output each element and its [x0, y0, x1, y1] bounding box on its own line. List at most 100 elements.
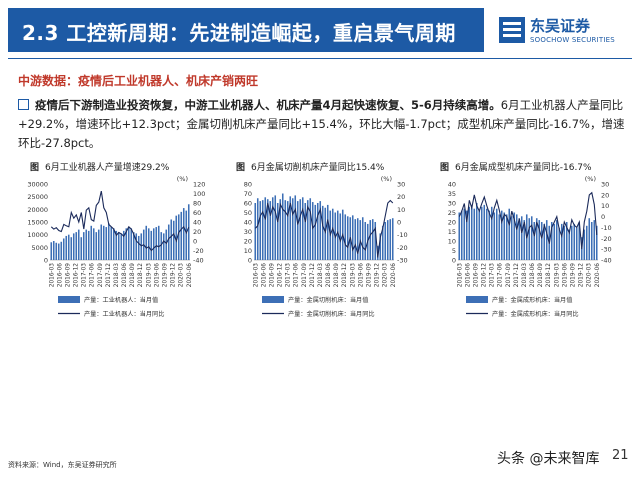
left-tick-label: 10: [244, 247, 252, 255]
bar: [545, 220, 548, 260]
x-tick-label: 2016-09: [269, 263, 275, 288]
logo-text-cn: 东吴证券: [530, 17, 591, 35]
watermark: 头条 @未来智库: [497, 451, 600, 467]
section-subheading: 中游数据：疫情后工业机器人、机床产销两旺: [18, 74, 259, 88]
right-tick-label: 20: [601, 191, 609, 199]
bar: [391, 218, 394, 260]
bar: [87, 230, 90, 260]
bar: [530, 216, 533, 260]
bar: [264, 197, 267, 260]
x-tick-label: 2019-12: [375, 263, 381, 288]
bar: [369, 220, 372, 260]
x-tick-label: 2018-03: [522, 263, 528, 288]
bar: [97, 229, 100, 260]
x-tick-label: 2016-03: [457, 263, 463, 288]
bar: [354, 219, 357, 260]
left-tick-label: 25: [448, 209, 456, 217]
bar: [508, 208, 511, 260]
chart-industrial-robots: 050001000015000200002500030000-40-200204…: [27, 175, 205, 318]
left-tick-label: 80: [244, 181, 252, 189]
right-tick-label: 30: [397, 181, 405, 189]
bar: [321, 205, 324, 260]
legend-bar-label: 产量：工业机器人：当月值: [84, 296, 158, 304]
bar: [326, 204, 329, 260]
bar: [543, 223, 546, 260]
bar: [299, 199, 302, 260]
bar: [374, 222, 377, 260]
left-tick-label: 25000: [27, 193, 48, 201]
bar: [55, 242, 58, 260]
bar: [182, 208, 185, 260]
x-tick-label: 2017-06: [294, 263, 300, 288]
bar: [52, 241, 55, 260]
right-tick-label: -40: [601, 257, 612, 265]
bar: [120, 233, 123, 260]
x-tick-label: 2016-09: [65, 263, 71, 288]
left-tick-label: 10000: [27, 231, 48, 239]
right-axis-unit: (%): [381, 175, 392, 183]
bar: [75, 232, 78, 260]
legend-bar-swatch: [262, 296, 284, 303]
left-tick-label: 30000: [27, 181, 48, 189]
x-tick-label: 2019-06: [562, 263, 568, 288]
bar: [384, 222, 387, 260]
bar: [284, 200, 287, 260]
bar: [165, 229, 168, 260]
bar: [301, 197, 304, 260]
bar: [135, 233, 138, 260]
x-tick-label: 2016-06: [57, 263, 63, 288]
bar: [364, 222, 367, 260]
x-tick-label: 2017-12: [310, 263, 316, 288]
x-tick-label: 2017-06: [90, 263, 96, 288]
x-tick-label: 2016-03: [253, 263, 259, 288]
right-tick-label: -10: [601, 224, 612, 232]
right-tick-label: 0: [397, 219, 401, 227]
bar: [145, 225, 148, 260]
bar: [122, 230, 125, 260]
bar: [473, 208, 476, 260]
bar: [82, 232, 85, 260]
chart-metal-forming: 0510152025303540-40-30-20-100102030(%)20…: [448, 175, 612, 318]
left-tick-label: 30: [244, 228, 252, 236]
bar: [117, 232, 120, 260]
bar: [344, 214, 347, 260]
bar: [137, 235, 140, 260]
bar: [490, 206, 493, 260]
bar: [294, 195, 297, 260]
x-tick-label: 2020-06: [187, 263, 193, 288]
bar: [107, 223, 110, 260]
bar: [261, 200, 264, 260]
right-tick-label: 120: [193, 181, 205, 189]
bar: [351, 215, 354, 260]
x-tick-label: 2020-06: [391, 263, 397, 288]
legend-bar-label: 产量：金属切削机床：当月值: [288, 296, 368, 304]
bar: [585, 225, 588, 260]
right-tick-label: -30: [601, 246, 612, 254]
x-tick-label: 2016-12: [74, 263, 80, 288]
bar: [513, 212, 516, 260]
bar: [162, 233, 165, 260]
right-tick-label: 0: [601, 213, 605, 221]
legend-line-label: 产量：工业机器人：当月同比: [84, 310, 164, 318]
x-tick-label: 2018-12: [342, 263, 348, 288]
bar: [495, 208, 498, 260]
x-tick-label: 2017-12: [514, 263, 520, 288]
bar: [271, 197, 274, 260]
bar: [538, 220, 541, 260]
bar: [485, 208, 488, 260]
page-title: 2.3 工控新周期：先进制造崛起，重启景气周期: [22, 21, 456, 45]
bar: [90, 225, 93, 260]
bar: [590, 222, 593, 260]
x-tick-label: 2017-09: [506, 263, 512, 288]
bar: [65, 235, 68, 260]
bar: [593, 220, 596, 260]
right-tick-label: 0: [193, 238, 197, 246]
left-tick-label: 5000: [31, 244, 48, 252]
bar: [563, 225, 566, 260]
bar: [70, 237, 73, 260]
bar: [570, 225, 573, 260]
x-tick-label: 2016-12: [482, 263, 488, 288]
bar: [105, 227, 108, 260]
left-tick-label: 20000: [27, 206, 48, 214]
bar: [175, 215, 178, 260]
